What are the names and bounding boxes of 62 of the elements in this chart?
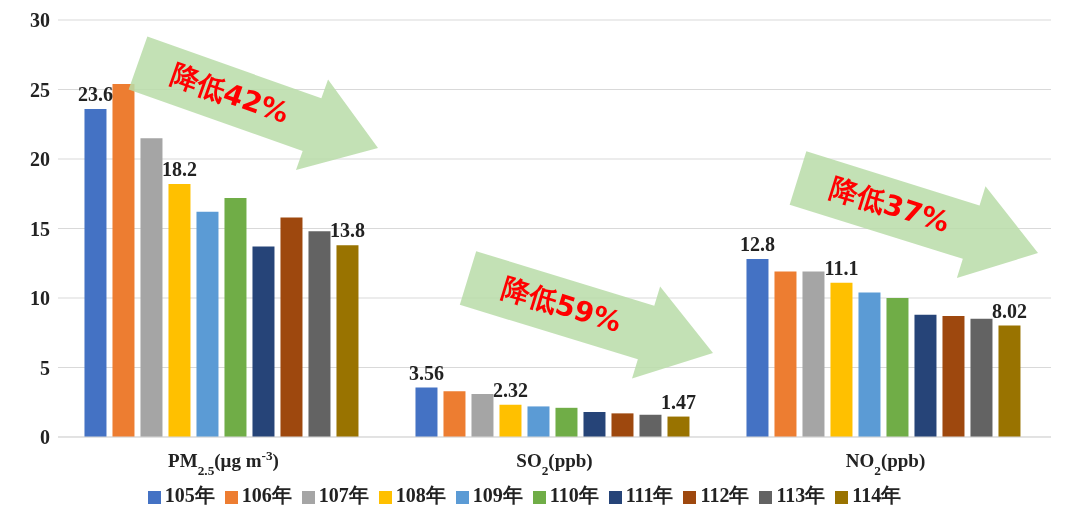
bar <box>443 391 466 437</box>
legend-label: 112年 <box>700 484 750 506</box>
legend-label: 108年 <box>395 484 446 506</box>
legend-label: 107年 <box>318 484 369 506</box>
bar <box>555 407 578 437</box>
legend-label: 105年 <box>164 484 215 506</box>
legend-label: 113年 <box>776 484 826 506</box>
legend-label: 110年 <box>549 484 599 506</box>
bar <box>499 404 522 437</box>
bar <box>746 259 769 437</box>
legend-label: 111年 <box>625 484 674 506</box>
x-tick-label: NO$_{2}$(ppb) <box>845 450 926 478</box>
bar <box>280 217 303 437</box>
data-label: 12.8 <box>739 233 775 256</box>
legend-label: 109年 <box>472 484 523 506</box>
y-tick-label: 0 <box>40 426 50 449</box>
bar <box>970 318 993 437</box>
data-label: 23.6 <box>77 82 113 105</box>
bar <box>858 292 881 437</box>
bar <box>471 393 494 437</box>
y-tick-label: 30 <box>30 9 50 32</box>
bar <box>802 271 825 437</box>
bar <box>774 271 797 437</box>
y-tick-label: 25 <box>30 78 50 101</box>
bar <box>224 197 247 437</box>
bar <box>998 325 1021 437</box>
legend-label: 114年 <box>852 484 902 506</box>
data-label: 13.8 <box>329 219 365 242</box>
x-tick-label: PM$_{2.5}$(μg m$^{-3}$) <box>168 447 279 478</box>
bar <box>942 316 965 437</box>
annotation: 降低37% <box>826 170 954 240</box>
bar <box>252 246 275 437</box>
data-label: 2.32 <box>492 378 528 401</box>
y-tick-label: 5 <box>40 356 50 379</box>
data-label: 3.56 <box>408 361 444 384</box>
y-tick-label: 20 <box>30 148 50 171</box>
legend-label: 106年 <box>241 484 292 506</box>
bar <box>415 387 438 437</box>
bar <box>112 83 135 437</box>
bar <box>830 282 853 437</box>
bar <box>168 184 191 437</box>
annotation: 降低42% <box>166 57 294 130</box>
bar <box>639 414 662 437</box>
bar <box>336 245 359 437</box>
data-label: 8.02 <box>991 299 1027 322</box>
bar <box>886 298 909 437</box>
bar <box>140 138 163 437</box>
y-tick-label: 10 <box>30 287 50 310</box>
y-tick-label: 15 <box>30 217 50 240</box>
data-label: 1.47 <box>660 390 696 413</box>
bar <box>84 108 107 437</box>
bar <box>196 211 219 437</box>
bar <box>667 416 690 437</box>
bar <box>583 411 606 437</box>
bar <box>914 314 937 437</box>
x-tick-label: SO$_{2}$(ppb) <box>516 450 593 478</box>
data-label: 11.1 <box>824 256 859 279</box>
data-label: 18.2 <box>161 158 197 181</box>
bar <box>308 231 331 437</box>
bar <box>527 406 550 437</box>
bar <box>611 413 634 437</box>
annotation: 降低59% <box>497 271 626 339</box>
